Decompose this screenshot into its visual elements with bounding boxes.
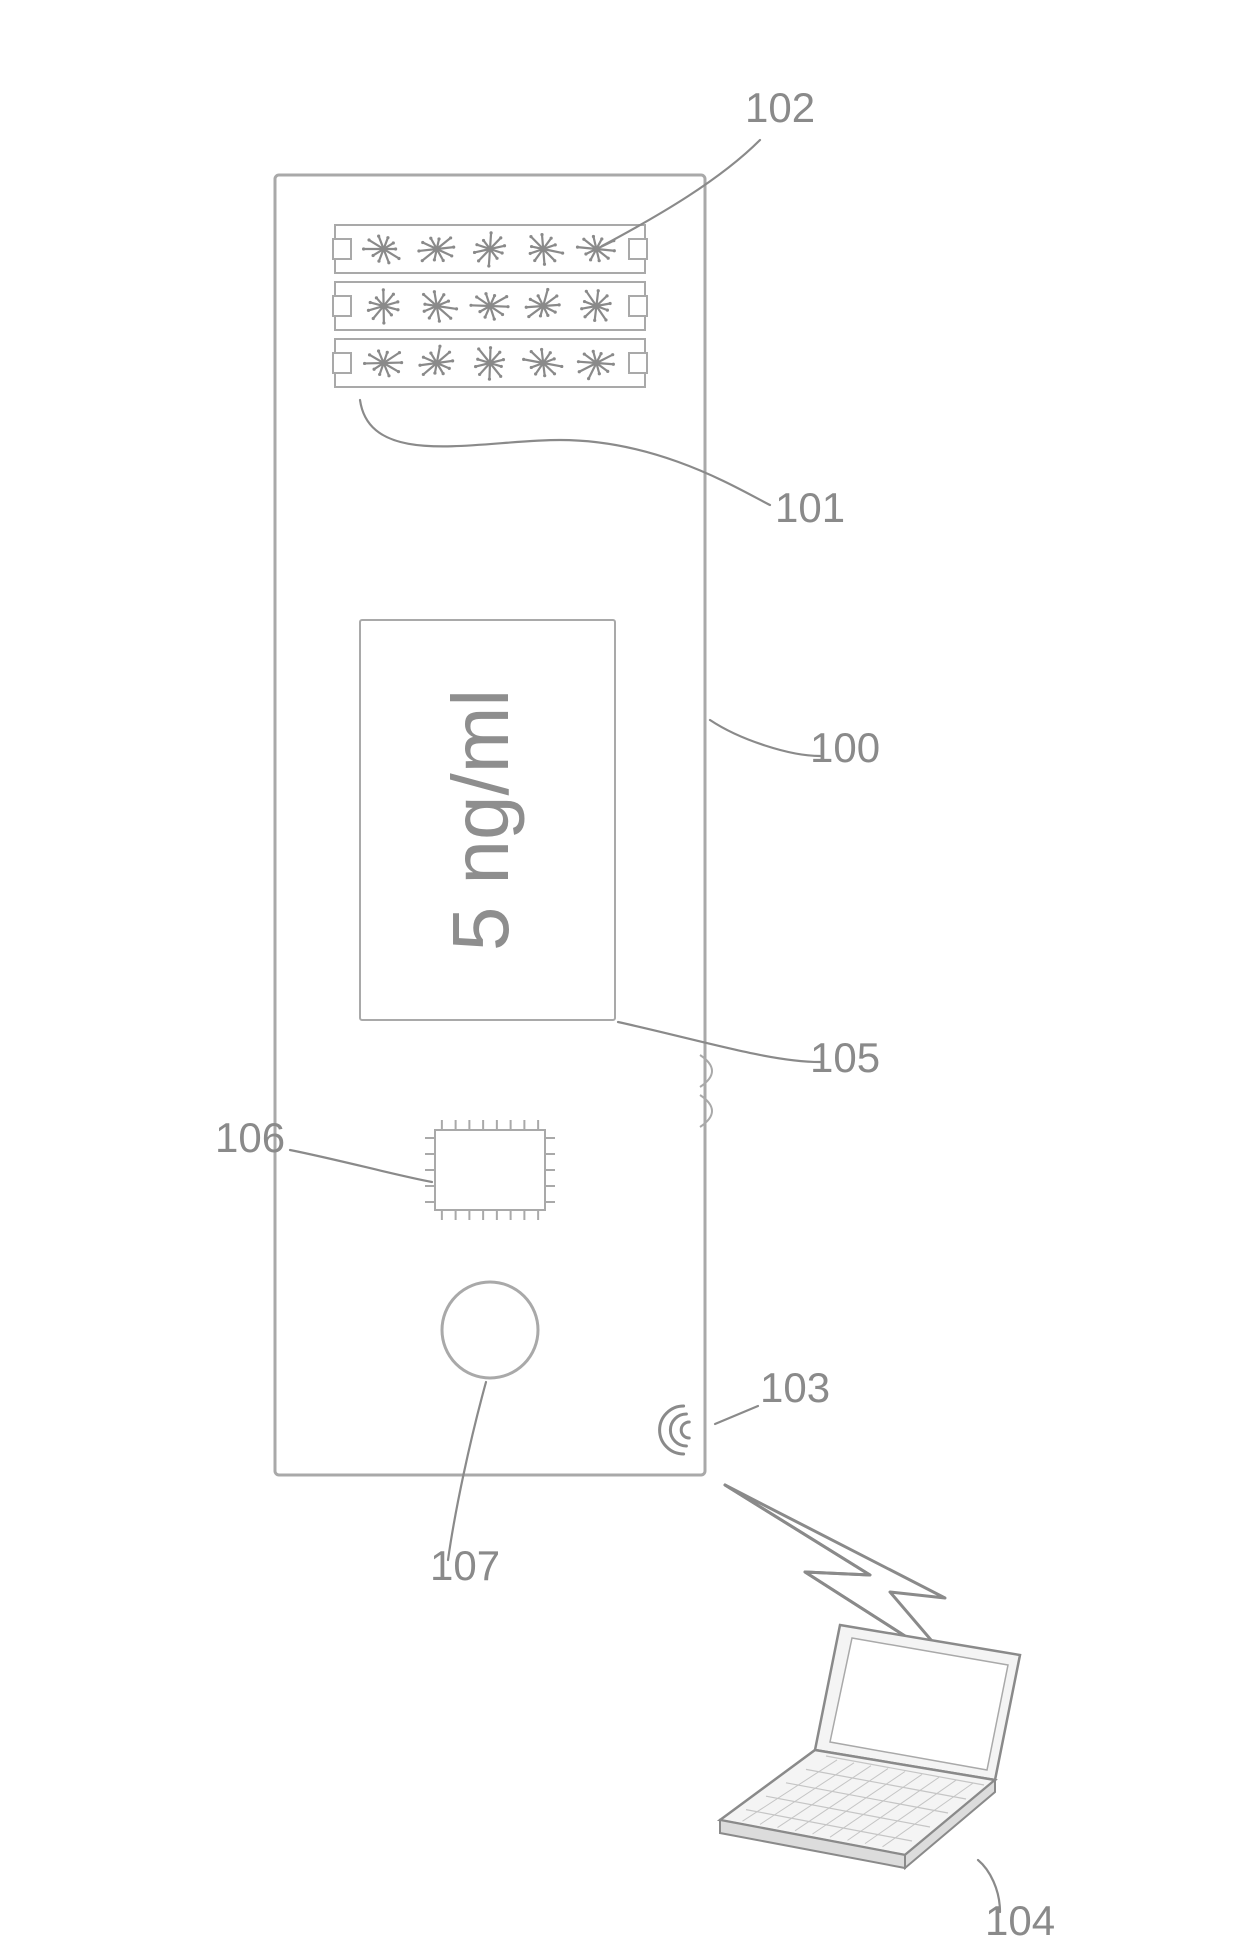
sensor-cluster: [367, 288, 400, 324]
sensor-cluster: [469, 292, 509, 321]
sensor-cluster: [474, 346, 505, 381]
sensor-cluster: [473, 231, 506, 267]
wireless-icon: [660, 1406, 690, 1454]
callout-label-103: 103: [760, 1364, 830, 1411]
callout-leader: [360, 400, 770, 505]
sensor-cluster: [422, 290, 458, 323]
sensor-cluster: [577, 350, 615, 380]
callout-label-106: 106: [215, 1114, 285, 1161]
display-value: 5 ng/ml: [436, 689, 525, 951]
sensor-cluster: [522, 348, 563, 377]
sensor-cluster: [363, 349, 403, 377]
callout-leader: [290, 1150, 432, 1182]
processor-chip: [425, 1120, 555, 1220]
callout-label-105: 105: [810, 1034, 880, 1081]
sensor-cluster: [362, 234, 401, 264]
callout-leader: [618, 1022, 820, 1062]
sensor-cluster: [417, 236, 455, 262]
sensor-cluster: [418, 345, 454, 376]
sensor-cluster: [576, 235, 616, 262]
callout-leader: [710, 720, 820, 756]
callout-label-107: 107: [430, 1542, 500, 1589]
callout-leader: [602, 140, 760, 246]
sensor-array: [333, 225, 647, 387]
callout-leader: [715, 1406, 758, 1424]
callout-label-101: 101: [775, 484, 845, 531]
round-button[interactable]: [442, 1282, 538, 1378]
callout-label-100: 100: [810, 724, 880, 771]
callout-leader: [448, 1382, 486, 1560]
callout-label-104: 104: [985, 1897, 1055, 1944]
laptop-icon: [720, 1625, 1020, 1868]
sensor-cluster: [580, 289, 612, 322]
callout-label-102: 102: [745, 84, 815, 131]
sensor-cluster: [525, 288, 561, 318]
sensor-cluster: [529, 233, 565, 266]
